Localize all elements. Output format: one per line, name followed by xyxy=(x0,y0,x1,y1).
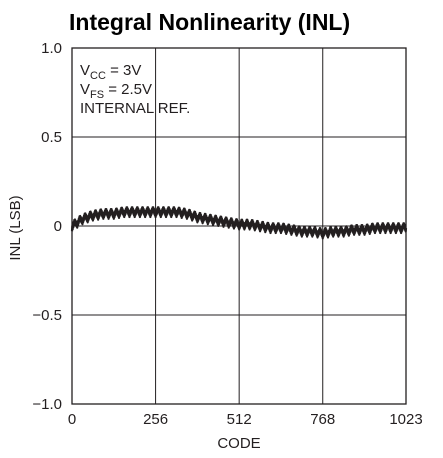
x-tick-label: 1023 xyxy=(389,411,422,428)
x-tick-label: 0 xyxy=(68,411,76,428)
x-tick-label: 256 xyxy=(143,411,168,428)
y-axis-label: INL (LSB) xyxy=(7,195,24,260)
condition-line: VFS = 2.5V xyxy=(80,81,152,101)
y-tick-label: 0.5 xyxy=(41,129,62,146)
y-tick-label: 1.0 xyxy=(41,40,62,57)
inl-series xyxy=(70,206,408,240)
inl-trace xyxy=(70,206,408,240)
y-tick-label: −1.0 xyxy=(32,396,62,413)
y-tick-labels: 1.0 0.5 0 −0.5 −1.0 xyxy=(32,40,62,413)
chart-title: Integral Nonlinearity (INL) xyxy=(69,9,350,35)
x-tick-label: 512 xyxy=(227,411,252,428)
condition-line: VCC = 3V xyxy=(80,62,141,82)
x-tick-label: 768 xyxy=(310,411,335,428)
y-tick-label: −0.5 xyxy=(32,307,62,324)
condition-line: INTERNAL REF. xyxy=(80,100,190,117)
x-axis-label: CODE xyxy=(217,435,260,452)
x-tick-labels: 0 256 512 768 1023 xyxy=(68,411,423,428)
y-tick-label: 0 xyxy=(54,218,62,235)
